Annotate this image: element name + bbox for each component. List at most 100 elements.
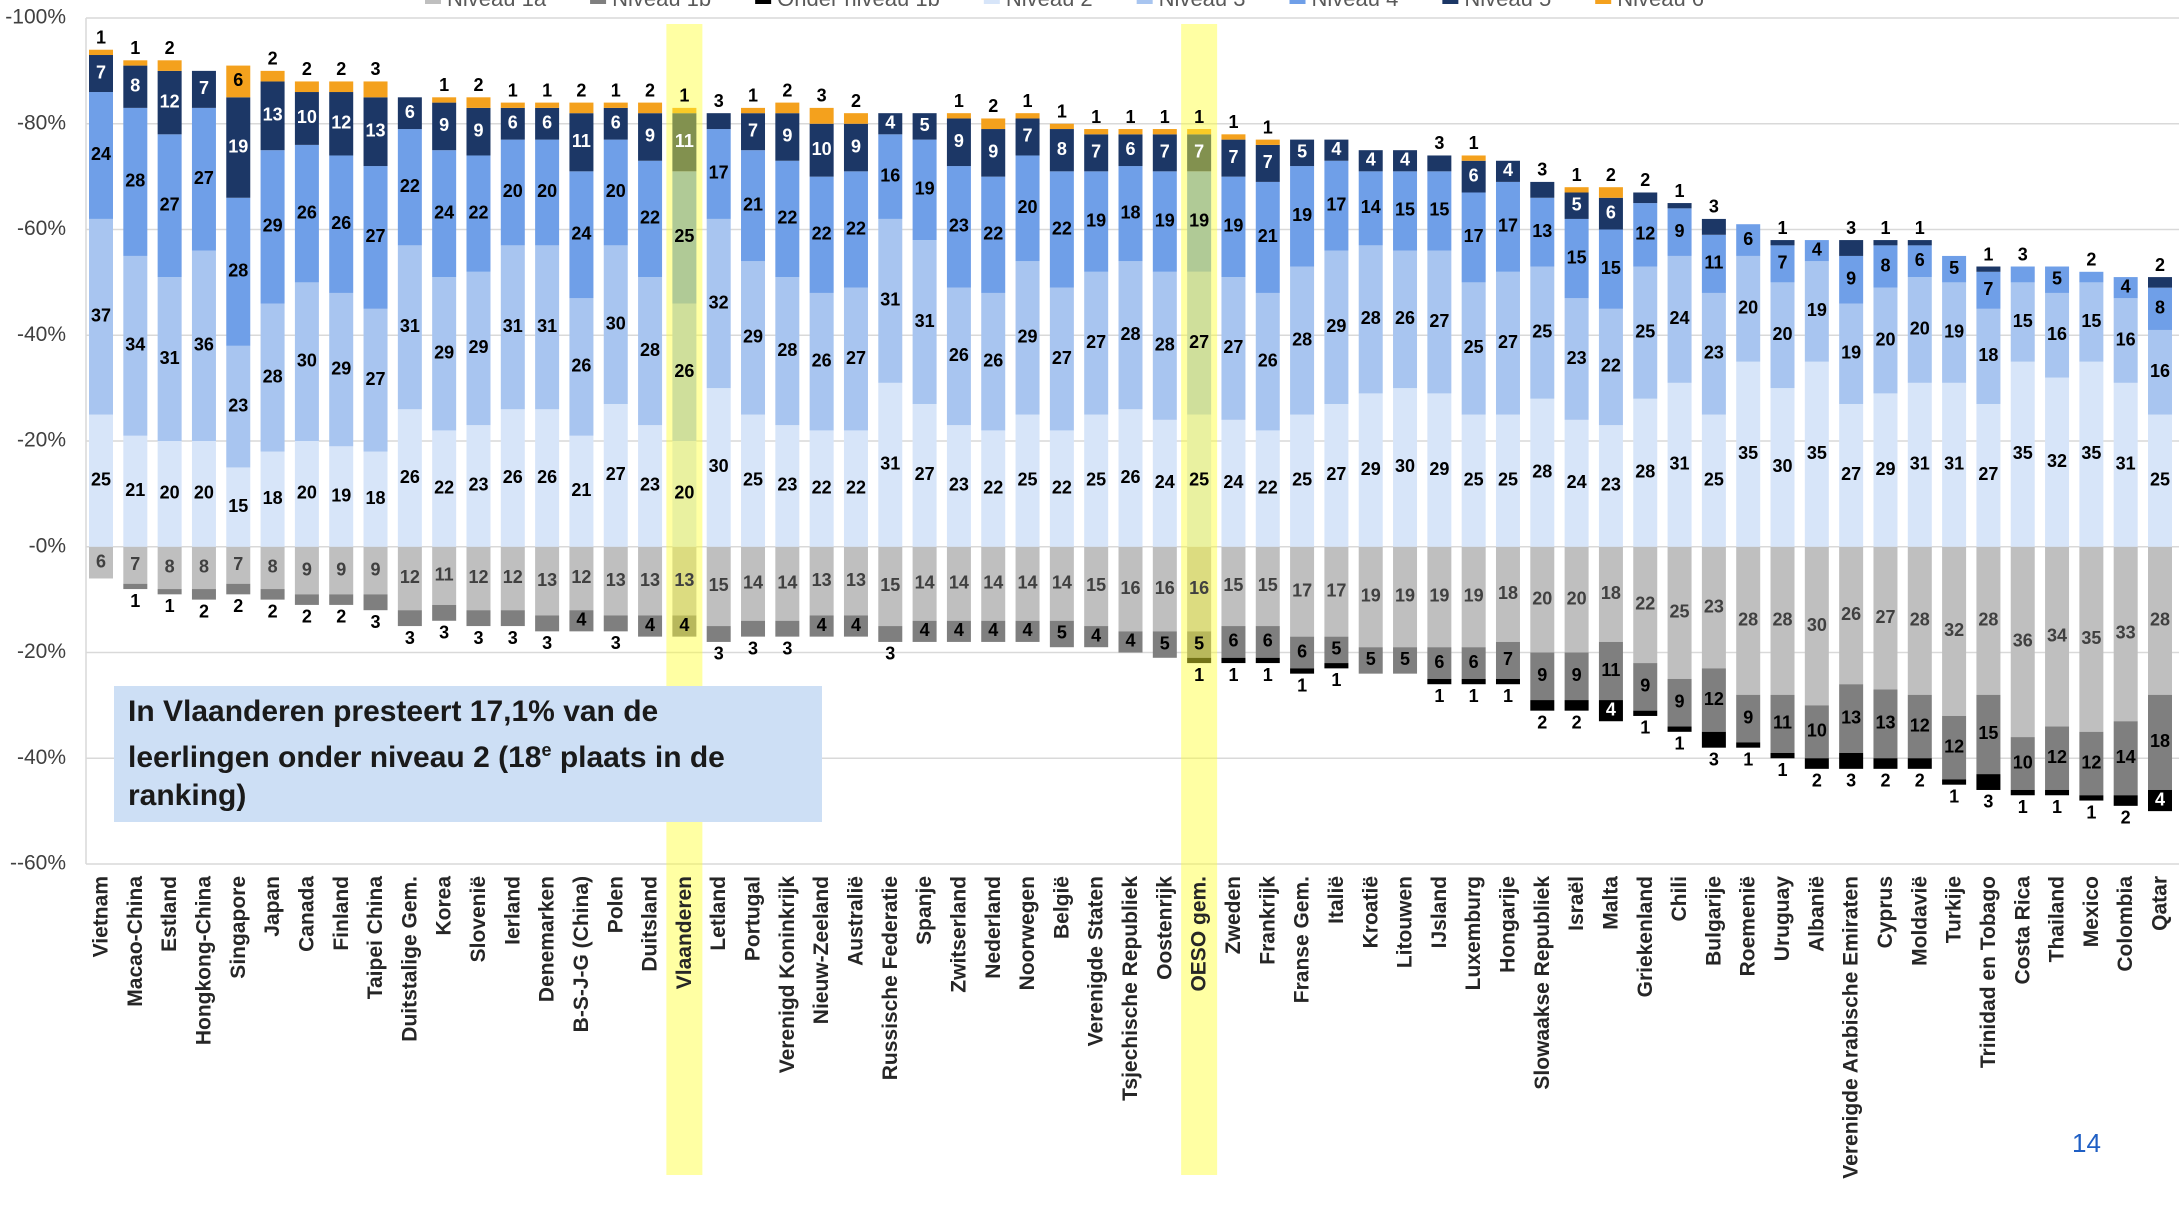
data-label: 19 bbox=[1807, 300, 1827, 320]
data-label: 27 bbox=[1498, 332, 1518, 352]
x-tick-label: Slowaakse Republiek bbox=[1531, 876, 1554, 1090]
bar-segment bbox=[226, 546, 251, 584]
data-label: 3 bbox=[542, 633, 552, 653]
bar-segment bbox=[397, 129, 422, 246]
bar-segment bbox=[569, 113, 594, 172]
bar-segment bbox=[775, 620, 800, 637]
data-label: 7 bbox=[1194, 142, 1204, 162]
bar-segment bbox=[1564, 187, 1589, 193]
bar-segment bbox=[1461, 647, 1486, 679]
data-label: 5 bbox=[1057, 623, 1067, 643]
data-label: 25 bbox=[674, 226, 694, 246]
bar-segment bbox=[1976, 271, 2001, 309]
data-label: 20 bbox=[537, 181, 557, 201]
bar-segment bbox=[1839, 403, 1864, 547]
data-label: 9 bbox=[1537, 665, 1547, 685]
data-label: 27 bbox=[366, 226, 386, 246]
bar-segment bbox=[1015, 118, 1040, 156]
data-label: 3 bbox=[817, 86, 827, 106]
data-label: 27 bbox=[1189, 332, 1209, 352]
bar-segment bbox=[672, 107, 697, 114]
data-label: 1 bbox=[439, 75, 449, 95]
bar-segment bbox=[226, 467, 251, 547]
data-label: 27 bbox=[1086, 332, 1106, 352]
bar-segment bbox=[843, 615, 868, 637]
data-label: 25 bbox=[1670, 602, 1690, 622]
bar-segment bbox=[1770, 694, 1795, 753]
bar-segment bbox=[1633, 710, 1658, 716]
y-tick-label: -80% bbox=[17, 111, 66, 134]
bar-segment bbox=[603, 102, 628, 108]
bar-segment bbox=[2113, 298, 2138, 383]
bar-segment bbox=[363, 594, 388, 611]
data-label: 4 bbox=[645, 615, 655, 635]
x-tick-label: Vietnam bbox=[90, 876, 113, 957]
data-label: 7 bbox=[1023, 126, 1033, 146]
bar-segment bbox=[843, 546, 868, 616]
legend-label: Niveau 6 bbox=[1617, 0, 1704, 11]
data-label: 31 bbox=[880, 454, 900, 474]
data-label: 12 bbox=[2081, 752, 2101, 772]
data-label: 15 bbox=[228, 496, 248, 516]
bar-segment bbox=[1187, 271, 1212, 415]
data-label: 19 bbox=[1086, 210, 1106, 230]
bar-segment bbox=[363, 546, 388, 595]
bar-segment bbox=[981, 546, 1006, 621]
bar-segment bbox=[1049, 171, 1074, 288]
bar-segment bbox=[741, 546, 766, 621]
data-label: 22 bbox=[1601, 356, 1621, 376]
data-label: 4 bbox=[576, 610, 586, 630]
bar-segment bbox=[123, 60, 148, 66]
data-label: 6 bbox=[1743, 229, 1753, 249]
data-label: 9 bbox=[1743, 707, 1753, 727]
bar-segment bbox=[294, 144, 319, 283]
bar-segment bbox=[294, 441, 319, 547]
bar-segment bbox=[1324, 139, 1349, 161]
y-tick-label: -40% bbox=[17, 323, 66, 346]
bar-segment bbox=[294, 81, 319, 93]
data-label: 3 bbox=[1846, 218, 1856, 238]
bar-segment bbox=[432, 150, 457, 278]
data-label: 26 bbox=[949, 345, 969, 365]
bar-segment bbox=[706, 218, 731, 389]
data-label: 28 bbox=[1978, 610, 1998, 630]
data-label: 3 bbox=[508, 628, 518, 648]
data-label: 2 bbox=[851, 91, 861, 111]
bar-segment bbox=[466, 610, 491, 627]
data-label: 22 bbox=[434, 477, 454, 497]
bar-segment bbox=[2079, 282, 2104, 362]
bar-segment bbox=[363, 97, 388, 167]
legend-swatch bbox=[1595, 0, 1612, 4]
data-label: 1 bbox=[1194, 107, 1204, 127]
bar-segment bbox=[912, 240, 937, 404]
data-label: 22 bbox=[812, 224, 832, 244]
bar-segment bbox=[157, 134, 182, 278]
data-label: 11 bbox=[572, 131, 591, 151]
data-label: 29 bbox=[468, 337, 488, 357]
data-label: 18 bbox=[2150, 731, 2170, 751]
data-label: 3 bbox=[1709, 197, 1719, 217]
data-label: 35 bbox=[1738, 443, 1758, 463]
x-tick-label: Verenigde Staten bbox=[1085, 876, 1108, 1046]
data-label: 26 bbox=[537, 467, 557, 487]
bar-segment bbox=[706, 129, 731, 219]
x-tick-label: Hongarije bbox=[1497, 876, 1520, 973]
data-label: 32 bbox=[709, 292, 729, 312]
bar-segment bbox=[432, 97, 457, 103]
bar-segment bbox=[1804, 240, 1829, 262]
bar-segment bbox=[466, 425, 491, 547]
data-label: 28 bbox=[1635, 461, 1655, 481]
data-label: 5 bbox=[1331, 639, 1341, 659]
data-label: 14 bbox=[1052, 573, 1072, 593]
bar-segment bbox=[706, 388, 731, 547]
data-label: 31 bbox=[880, 290, 900, 310]
bar-segment bbox=[1221, 176, 1246, 278]
data-label: 7 bbox=[233, 554, 243, 574]
bar-segment bbox=[1770, 752, 1795, 759]
x-tick-label: Mexico bbox=[2080, 876, 2103, 947]
data-label: 20 bbox=[1018, 197, 1038, 217]
bar-segment bbox=[1667, 726, 1692, 732]
data-label: 2 bbox=[165, 38, 175, 58]
data-label: 17 bbox=[1292, 580, 1312, 600]
bar-segment bbox=[1564, 298, 1589, 420]
